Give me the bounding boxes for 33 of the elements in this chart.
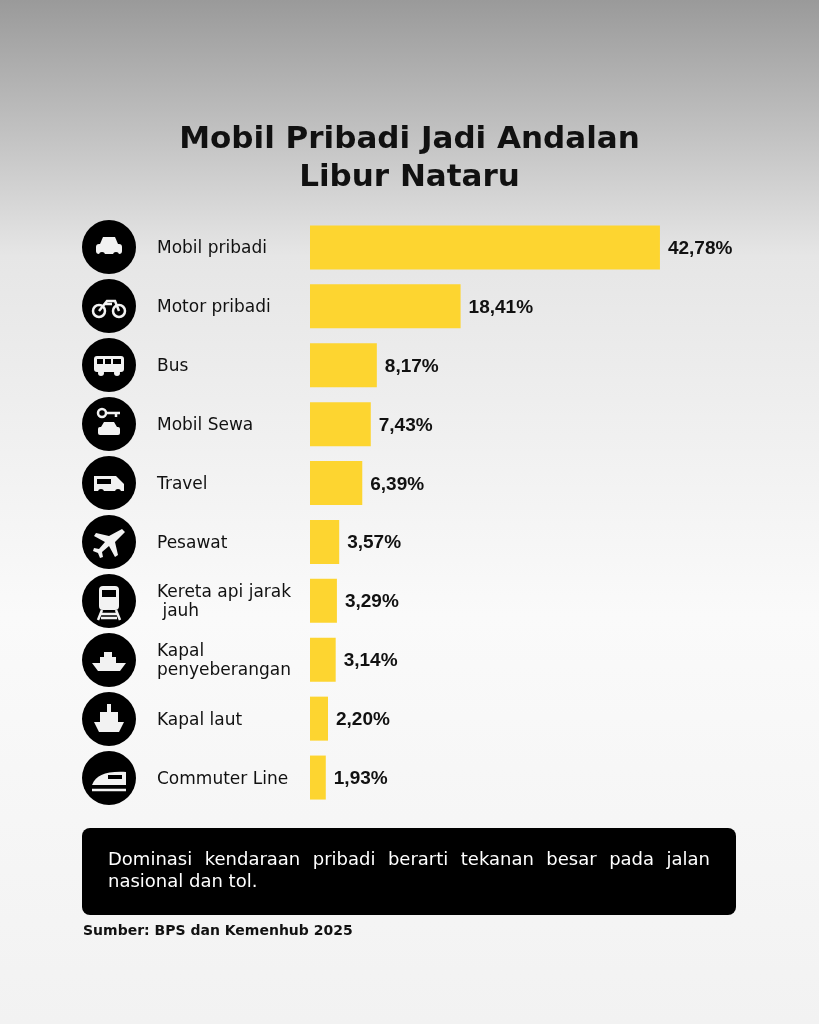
chart-title: Mobil Pribadi Jadi Andalan Libur Nataru (178, 118, 641, 194)
data-label: 8,17% (384, 354, 439, 376)
y-tick-label: Kapal penyeberangan (157, 640, 291, 680)
y-tick-label: Mobil pribadi (157, 237, 267, 258)
data-label: 1,93% (333, 767, 388, 789)
data-label: 42,78% (667, 236, 733, 258)
data-label: 7,43% (378, 413, 433, 435)
bar (310, 637, 336, 682)
y-tick-label: Bus (157, 355, 189, 376)
bar (310, 461, 363, 506)
bar (310, 343, 377, 388)
y-tick-label: Kapal laut (157, 708, 243, 729)
y-tick-label: Travel (156, 473, 208, 494)
bar (310, 696, 328, 741)
data-label: 18,41% (468, 295, 534, 317)
text: Sumber: BPS dan Kemenhub 2025 (83, 922, 353, 938)
bar (310, 225, 660, 270)
data-label: 2,20% (336, 708, 390, 730)
bar (310, 578, 337, 623)
bar (310, 519, 340, 564)
y-tick-label: Kereta api jarak jauh (157, 581, 292, 621)
data-label: 3,29% (344, 590, 399, 612)
y-tick-label: Motor pribadi (157, 296, 271, 317)
data-label: 3,57% (347, 531, 402, 553)
bar (310, 284, 461, 329)
bar (310, 755, 326, 800)
data-label: 6,39% (370, 472, 425, 494)
text: Dominasi kendaraan pribadi berarti tekanan besar pada jalan nasional dan tol. (82, 828, 736, 915)
data-label: 3,14% (343, 649, 398, 671)
y-tick-label: Pesawat (157, 531, 228, 552)
y-tick-label: Mobil Sewa (157, 414, 254, 435)
y-tick-label: Commuter Line (157, 767, 289, 788)
bar (310, 402, 371, 447)
